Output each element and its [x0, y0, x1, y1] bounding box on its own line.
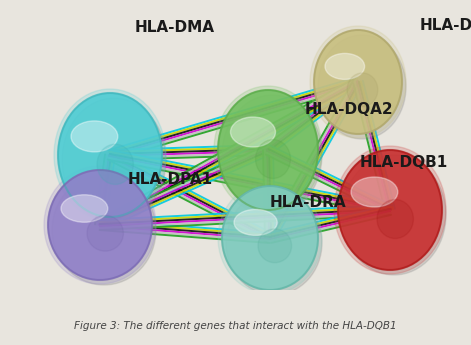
Text: HLA-DQB1: HLA-DQB1	[360, 155, 448, 170]
Text: Figure 3: The different genes that interact with the HLA-DQB1: Figure 3: The different genes that inter…	[74, 321, 397, 331]
Ellipse shape	[222, 95, 322, 215]
Ellipse shape	[230, 117, 276, 147]
Ellipse shape	[61, 195, 108, 222]
Ellipse shape	[258, 229, 292, 263]
Ellipse shape	[338, 150, 442, 270]
Ellipse shape	[318, 35, 406, 139]
Ellipse shape	[218, 90, 318, 210]
Ellipse shape	[48, 170, 152, 280]
Text: HLA-DPA1: HLA-DPA1	[128, 172, 213, 187]
Ellipse shape	[44, 166, 156, 284]
Ellipse shape	[71, 121, 118, 152]
Text: HLA-DMA: HLA-DMA	[135, 20, 215, 35]
Ellipse shape	[310, 26, 406, 138]
Text: HLA-DQA1: HLA-DQA1	[420, 18, 471, 33]
Ellipse shape	[52, 175, 156, 285]
Ellipse shape	[334, 146, 446, 274]
Ellipse shape	[222, 186, 318, 290]
Text: HLA-DRA: HLA-DRA	[270, 195, 347, 210]
Ellipse shape	[377, 199, 414, 238]
Ellipse shape	[351, 177, 398, 207]
Text: HLA-DQA2: HLA-DQA2	[305, 102, 394, 117]
Ellipse shape	[62, 98, 166, 222]
Ellipse shape	[218, 182, 322, 294]
Ellipse shape	[314, 30, 402, 134]
Ellipse shape	[255, 139, 291, 178]
Ellipse shape	[226, 191, 322, 295]
Ellipse shape	[97, 144, 133, 185]
Ellipse shape	[342, 155, 446, 275]
Ellipse shape	[234, 209, 277, 235]
Ellipse shape	[214, 86, 322, 214]
Ellipse shape	[54, 89, 166, 221]
Ellipse shape	[325, 53, 365, 79]
Ellipse shape	[58, 93, 162, 217]
Ellipse shape	[87, 215, 123, 251]
Ellipse shape	[347, 73, 378, 107]
